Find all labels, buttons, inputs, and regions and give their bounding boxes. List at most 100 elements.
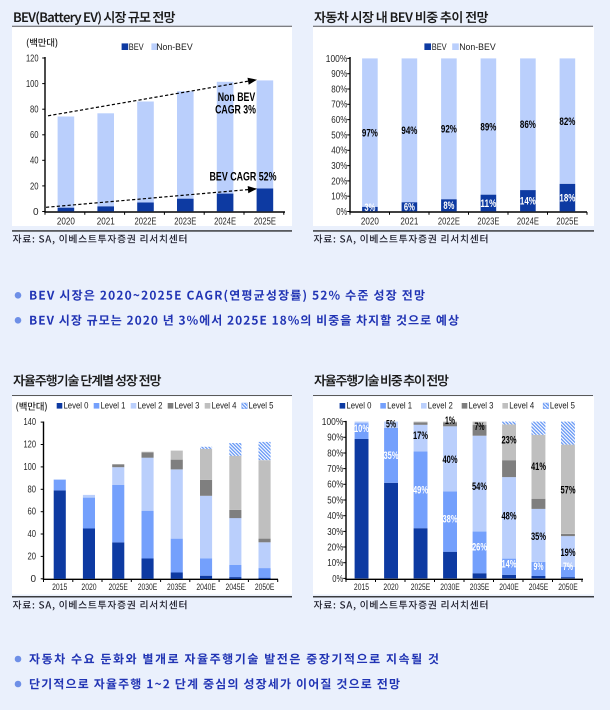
svg-text:2024E: 2024E [214,216,236,227]
svg-text:2020: 2020 [361,216,379,227]
svg-text:3%: 3% [364,202,375,214]
svg-text:100%: 100% [322,417,344,428]
svg-text:8%: 8% [443,200,454,212]
svg-text:40%: 40% [443,454,458,466]
svg-text:Level 1: Level 1 [387,401,412,411]
svg-text:2020: 2020 [81,582,96,593]
svg-text:35%: 35% [531,531,546,543]
svg-text:BEV CAGR 52%: BEV CAGR 52% [210,170,277,184]
svg-text:Non BEV: Non BEV [218,90,256,104]
svg-text:Level 2: Level 2 [428,401,453,411]
svg-text:1%: 1% [445,415,455,427]
svg-text:35%: 35% [384,450,399,462]
svg-text:6%: 6% [404,202,415,214]
svg-text:26%: 26% [472,542,487,554]
svg-text:70%: 70% [331,100,347,111]
svg-text:20: 20 [28,551,37,562]
svg-text:CAGR 3%: CAGR 3% [215,103,256,117]
svg-text:40%: 40% [331,146,347,157]
svg-text:82%: 82% [559,116,575,128]
svg-text:80: 80 [30,105,39,116]
svg-text:18%: 18% [559,193,575,205]
svg-text:5%: 5% [386,418,396,430]
svg-text:0%: 0% [332,574,343,585]
svg-text:2035E: 2035E [167,582,187,593]
svg-text:48%: 48% [502,511,517,523]
svg-text:20%: 20% [331,176,347,187]
svg-text:2025E: 2025E [556,216,578,227]
svg-text:2022E: 2022E [438,216,460,227]
svg-text:2030E: 2030E [138,582,158,593]
svg-text:2025E: 2025E [108,582,128,593]
svg-text:120: 120 [26,53,39,64]
svg-text:2021: 2021 [97,216,115,227]
svg-text:2023E: 2023E [174,216,196,227]
svg-text:38%: 38% [443,514,458,526]
svg-text:Level 5: Level 5 [550,401,575,411]
svg-text:10%: 10% [331,192,347,203]
svg-text:90%: 90% [327,433,343,444]
svg-text:2025E: 2025E [254,216,276,227]
svg-text:40: 40 [28,529,37,540]
svg-text:2040E: 2040E [196,582,216,593]
svg-text:60%: 60% [327,480,343,491]
svg-text:86%: 86% [520,119,536,131]
svg-text:80%: 80% [331,84,347,95]
svg-text:2022E: 2022E [135,216,157,227]
svg-text:Level 4: Level 4 [212,401,237,411]
svg-text:2020: 2020 [383,582,398,593]
svg-text:2040E: 2040E [499,582,519,593]
svg-text:BEV: BEV [129,42,144,52]
svg-text:100: 100 [26,79,39,90]
svg-text:80%: 80% [327,448,343,459]
svg-text:BEV: BEV [432,42,447,52]
svg-text:0: 0 [33,207,39,218]
svg-text:Non-BEV: Non-BEV [459,42,496,52]
svg-text:100%: 100% [326,54,348,65]
svg-text:57%: 57% [561,484,576,496]
svg-text:17%: 17% [413,430,428,442]
svg-text:10%: 10% [327,558,343,569]
svg-text:20%: 20% [327,542,343,553]
svg-text:2045E: 2045E [529,582,549,593]
svg-text:Level 1: Level 1 [101,401,126,411]
svg-text:30%: 30% [327,527,343,538]
svg-text:40: 40 [30,156,39,167]
svg-text:97%: 97% [362,128,378,140]
svg-text:19%: 19% [561,547,576,559]
svg-text:0%: 0% [336,207,347,218]
svg-text:Level 3: Level 3 [469,401,494,411]
svg-text:70%: 70% [327,464,343,475]
svg-text:92%: 92% [441,124,457,136]
svg-text:120: 120 [24,440,37,451]
svg-text:10%: 10% [354,423,369,435]
svg-text:140: 140 [24,417,37,428]
svg-text:89%: 89% [480,121,496,133]
svg-text:40%: 40% [327,511,343,522]
svg-text:Level 5: Level 5 [249,401,274,411]
svg-text:100: 100 [24,462,37,473]
svg-text:7%: 7% [563,561,573,573]
svg-text:Level 0: Level 0 [346,401,371,411]
svg-text:20: 20 [30,181,39,192]
svg-text:11%: 11% [480,198,496,210]
svg-text:94%: 94% [401,125,417,137]
svg-text:80: 80 [28,484,37,495]
svg-text:49%: 49% [413,484,428,496]
svg-text:2024E: 2024E [517,216,539,227]
svg-text:2025E: 2025E [411,582,431,593]
svg-text:Level 3: Level 3 [175,401,200,411]
svg-text:7%: 7% [475,421,485,433]
svg-text:41%: 41% [531,461,546,473]
svg-text:50%: 50% [327,495,343,506]
svg-text:2050E: 2050E [255,582,275,593]
svg-text:Non-BEV: Non-BEV [156,42,193,52]
svg-text:30%: 30% [331,161,347,172]
svg-text:2020: 2020 [57,216,75,227]
svg-text:14%: 14% [520,196,536,208]
svg-text:Level 0: Level 0 [64,401,89,411]
svg-text:60: 60 [30,130,39,141]
svg-text:90%: 90% [331,69,347,80]
svg-text:2045E: 2045E [226,582,246,593]
svg-text:0: 0 [30,574,36,585]
